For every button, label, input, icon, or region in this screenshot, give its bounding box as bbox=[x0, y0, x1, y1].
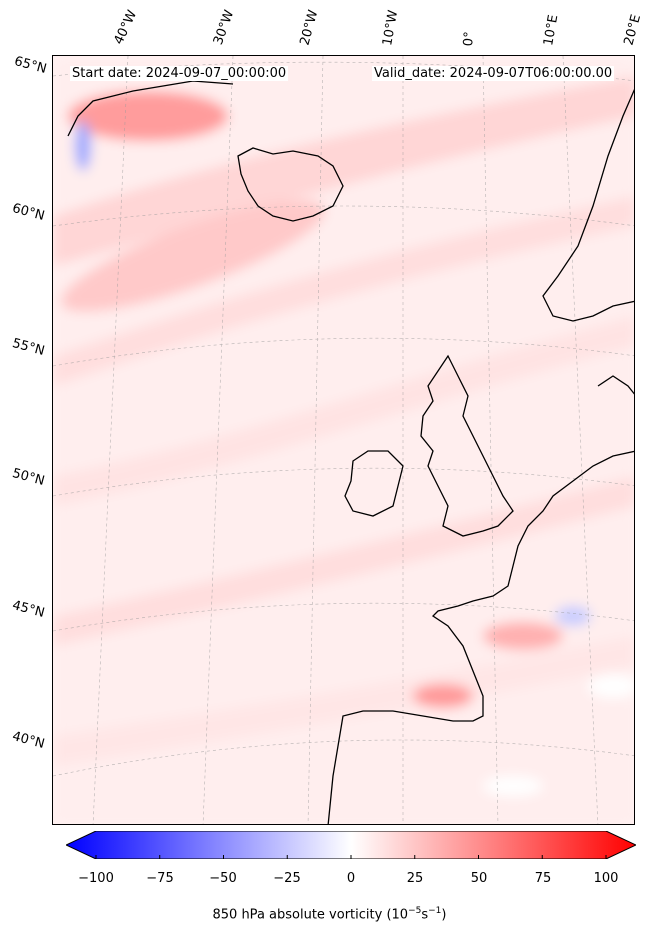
lon-label-20e: 20°E bbox=[621, 12, 645, 48]
lon-label-10e: 10°E bbox=[541, 13, 562, 47]
colorbar-tick: 100 bbox=[593, 871, 619, 886]
lat-label-60n: 60°N bbox=[10, 201, 47, 224]
colorbar-tick: 75 bbox=[534, 871, 552, 886]
lat-label-45n: 45°N bbox=[10, 598, 47, 621]
colorbar-tick: −50 bbox=[209, 871, 237, 886]
colorbar-tick: −75 bbox=[146, 871, 174, 886]
colorbar-tick: 0 bbox=[346, 871, 356, 886]
coastlines bbox=[67, 80, 634, 824]
colorbar-tick: 25 bbox=[406, 871, 424, 886]
lat-label-55n: 55°N bbox=[10, 336, 47, 359]
start-date-label: Start date: 2024-09-07_00:00:00 bbox=[70, 66, 289, 81]
colorbar bbox=[66, 831, 636, 859]
lon-label-40w: 40°W bbox=[111, 8, 141, 47]
lat-label-40n: 40°N bbox=[10, 729, 47, 752]
colorbar-label: 850 hPa absolute vorticity (10−5s−1) bbox=[212, 906, 447, 923]
vorticity-field bbox=[53, 56, 634, 824]
valid-date-label: Valid_date: 2024-09-07T06:00:00.00 bbox=[372, 66, 615, 81]
vorticity-map bbox=[52, 55, 635, 825]
colorbar-tick: −25 bbox=[273, 871, 301, 886]
lat-label-65n: 65°N bbox=[12, 54, 49, 77]
map-svg bbox=[53, 56, 634, 824]
lon-label-20w: 20°W bbox=[297, 8, 322, 47]
colorbar-tick: 50 bbox=[470, 871, 488, 886]
colorbar-tick: −100 bbox=[78, 871, 114, 886]
lon-label-10w: 10°W bbox=[380, 9, 402, 48]
graticule bbox=[53, 56, 634, 824]
lon-label-30w: 30°W bbox=[210, 8, 238, 47]
lat-label-50n: 50°N bbox=[10, 466, 47, 489]
lon-label-0: 0° bbox=[461, 30, 478, 47]
